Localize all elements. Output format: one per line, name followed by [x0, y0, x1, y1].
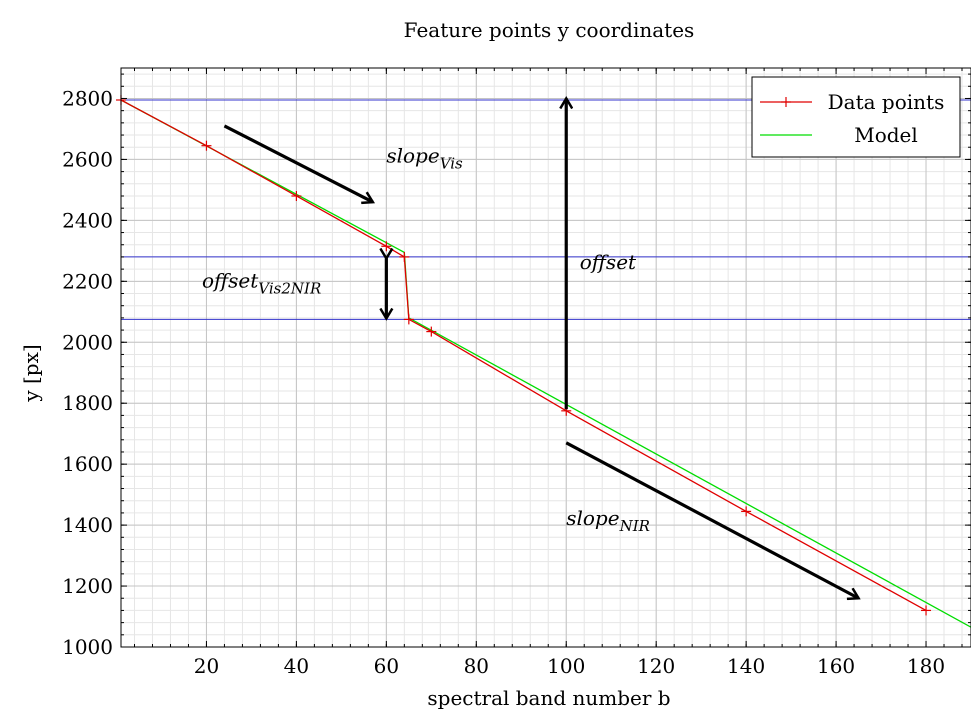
annotation-label-base: slope	[386, 143, 439, 167]
y-tick-label: 2600	[62, 147, 113, 171]
plot-frame	[120, 67, 971, 648]
y-tick-label: 1000	[62, 635, 113, 659]
annotation-label: offsetVis2NIR	[202, 268, 321, 297]
x-tick-label: 80	[464, 654, 489, 678]
data-point	[399, 251, 410, 262]
series-line	[120, 99, 971, 628]
data-point	[291, 190, 302, 201]
x-tick-label: 60	[374, 654, 399, 678]
axis-ticks: 20 40 60 80 100 120 140 160 180 1000 1200 1400 1600 1…	[62, 68, 971, 678]
data-point	[921, 605, 932, 616]
legend-label: Data points	[828, 90, 945, 114]
x-tick-label: 100	[547, 654, 585, 678]
annotation-label-base: slope	[566, 506, 619, 530]
annotation-label: slopeVis	[386, 143, 463, 172]
x-tick-label: 40	[284, 654, 309, 678]
annotation-label-subscript: Vis	[440, 154, 463, 172]
annotation-label-subscript: Vis2NIR	[258, 279, 321, 297]
data-point	[426, 326, 437, 337]
y-tick-label: 2800	[62, 86, 113, 110]
annotation-label-base: offset	[580, 250, 637, 274]
annotation-arrow	[223, 124, 372, 202]
annotation-label-subscript: NIR	[619, 517, 650, 535]
y-tick-label: 2200	[62, 269, 113, 293]
annotation-label-base: offset	[202, 268, 259, 292]
y-axis-label: y [px]	[19, 344, 43, 402]
data-point	[741, 506, 752, 517]
legend-box	[751, 76, 961, 158]
y-tick-label: 2400	[62, 208, 113, 232]
data-point	[201, 140, 212, 151]
y-tick-label: 1600	[62, 452, 113, 476]
data-point	[403, 314, 414, 325]
y-tick-label: 1200	[62, 574, 113, 598]
x-tick-label: 140	[727, 654, 765, 678]
x-tick-label: 180	[907, 654, 945, 678]
x-tick-label: 20	[194, 654, 219, 678]
x-axis-label: spectral band number b	[427, 686, 670, 710]
annotation-label: slopeNIR	[566, 506, 650, 535]
data-point	[381, 241, 392, 252]
x-tick-label: 160	[817, 654, 855, 678]
legend-label: Model	[854, 123, 918, 147]
series-layer	[116, 94, 971, 628]
y-tick-label: 1400	[62, 513, 113, 537]
y-tick-label: 1800	[62, 391, 113, 415]
chart-title: Feature points y coordinates	[404, 18, 695, 42]
x-tick-label: 120	[637, 654, 675, 678]
annotation-label: offset	[580, 250, 637, 274]
series-line	[120, 99, 927, 612]
legend: Data points Model	[751, 76, 961, 158]
y-tick-label: 2000	[62, 330, 113, 354]
annotation-arrow	[565, 441, 858, 598]
